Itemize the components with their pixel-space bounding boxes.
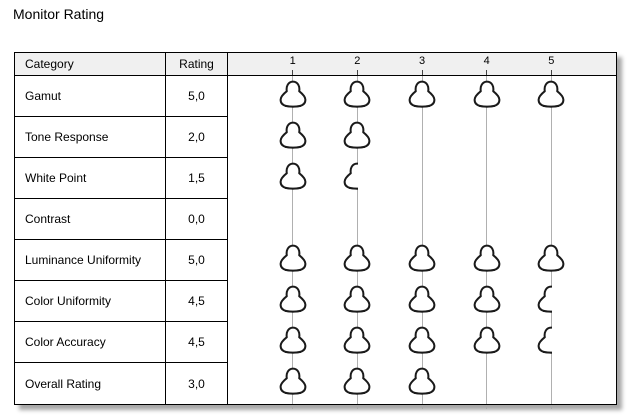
scale-label-2: 2 (354, 55, 361, 67)
rating-blob-icon (407, 80, 437, 108)
column-gridline (356, 76, 358, 404)
column-gridline (421, 76, 423, 404)
rating-blob-icon (342, 326, 372, 354)
rating-blob-icon (407, 367, 437, 395)
rating-blob-icon (278, 162, 308, 190)
rating-blob-half-icon (536, 285, 553, 313)
rating-value-cell: 5,0 (166, 76, 228, 117)
scale-tick (292, 70, 294, 75)
scale-tick (550, 70, 552, 75)
column-gridline (550, 76, 552, 404)
column-header-rating: Rating (166, 53, 228, 76)
rating-blob-icon (278, 367, 308, 395)
category-cell: Overall Rating (15, 363, 166, 404)
column-gridline (486, 76, 488, 404)
scale-label-3: 3 (418, 55, 426, 67)
rating-blob-icon (278, 326, 308, 354)
category-cell: Luminance Uniformity (15, 240, 166, 281)
scale-tick (421, 70, 423, 75)
category-cell: Color Uniformity (15, 281, 166, 322)
scale-label-5: 5 (548, 55, 555, 67)
rating-blob-icon (472, 326, 502, 354)
chart-scale-header: 1 2 3 4 5 (228, 53, 616, 76)
scale-label-1: 1 (289, 55, 296, 67)
rating-value-cell: 1,5 (166, 158, 228, 199)
rating-blob-icon (472, 285, 502, 313)
scale-tick (486, 70, 488, 75)
rating-blob-icon (407, 326, 437, 354)
rating-blob-icon (278, 80, 308, 108)
bottom-tick (486, 405, 488, 409)
rating-blob-half-icon (536, 326, 553, 354)
rating-blob-icon (407, 244, 437, 272)
bottom-tick (292, 405, 294, 409)
rating-value-cell: 0,0 (166, 199, 228, 240)
rating-blob-icon (407, 285, 437, 313)
page-title: Monitor Rating (13, 6, 105, 22)
rating-value-cell: 3,0 (166, 363, 228, 404)
rating-chart-area (228, 76, 616, 409)
rating-value-cell: 5,0 (166, 240, 228, 281)
rating-value-cell: 4,5 (166, 322, 228, 363)
rating-blob-icon (342, 367, 372, 395)
category-cell: Contrast (15, 199, 166, 240)
rating-blob-icon (278, 285, 308, 313)
rating-blob-icon (342, 285, 372, 313)
bottom-tick (356, 405, 358, 409)
scale-tick (356, 70, 358, 75)
rating-blob-icon (342, 244, 372, 272)
rating-blob-icon (342, 80, 372, 108)
category-cell: Gamut (15, 76, 166, 117)
rating-blob-icon (472, 80, 502, 108)
bottom-tick (421, 405, 423, 409)
monitor-rating-table: Category Rating 1 2 3 4 5 (14, 52, 617, 409)
rating-blob-half-icon (342, 162, 359, 190)
rating-blob-icon (536, 244, 566, 272)
bottom-tick (550, 405, 552, 409)
category-cell: Tone Response (15, 117, 166, 158)
rating-blob-icon (342, 121, 372, 149)
column-header-category: Category (15, 53, 166, 76)
rating-blob-icon (536, 80, 566, 108)
rating-blob-icon (278, 121, 308, 149)
category-cell: White Point (15, 158, 166, 199)
rating-blob-icon (278, 244, 308, 272)
rating-value-cell: 4,5 (166, 281, 228, 322)
column-gridline (292, 76, 294, 404)
scale-label-4: 4 (483, 55, 490, 67)
rating-value-cell: 2,0 (166, 117, 228, 158)
category-cell: Color Accuracy (15, 322, 166, 363)
rating-blob-icon (472, 244, 502, 272)
